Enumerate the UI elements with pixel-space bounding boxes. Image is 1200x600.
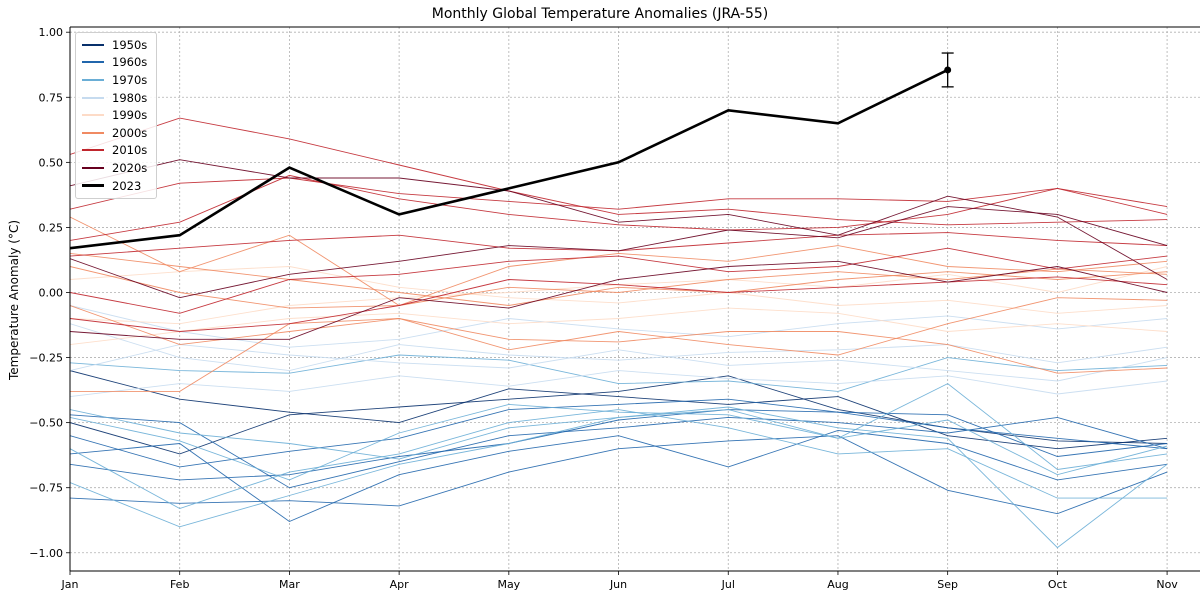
series-line-1960s (70, 435, 1168, 515)
series-line-1970s (70, 383, 1168, 481)
legend-item: 2010s (82, 142, 152, 160)
series-line-2000s (70, 297, 1168, 356)
series-line-1960s (70, 398, 1168, 468)
x-tick-label: Jun (609, 578, 627, 591)
legend-item: 2023 (82, 177, 152, 195)
series-line-2020s (70, 159, 1168, 280)
legend-item: 2000s (82, 124, 152, 142)
x-tick-label: Oct (1048, 578, 1068, 591)
legend-label: 1970s (112, 72, 148, 87)
x-tick-label: Apr (390, 578, 410, 591)
y-tick-label: 0.75 (39, 91, 64, 104)
series-line-1990s (70, 307, 1168, 346)
y-tick-label: 0.25 (39, 221, 64, 234)
y-tick-label: −0.50 (29, 417, 63, 430)
series-line-1970s (70, 406, 1168, 549)
legend-label: 1980s (112, 90, 148, 105)
legend-swatch (82, 61, 104, 64)
grid-lines (69, 27, 1200, 571)
series-line-2020s (70, 206, 1168, 299)
legend-swatch (82, 114, 104, 117)
x-tick-label: Jul (721, 578, 735, 591)
legend-item: 1990s (82, 106, 152, 124)
legend-item: 1950s (82, 36, 152, 54)
series-line-1980s (70, 370, 1168, 398)
legend-label: 2010s (112, 143, 148, 158)
legend-label: 2023 (112, 178, 142, 193)
series-line-1970s (70, 354, 1168, 392)
legend-label: 1990s (112, 108, 148, 123)
legend-swatch (82, 149, 104, 152)
x-tick-label: Feb (170, 578, 189, 591)
x-tick-label: Jan (61, 578, 79, 591)
highlight-series (69, 52, 954, 250)
series-line-2010s (70, 276, 1168, 332)
legend: 1950s 1960s 1970s 1980s 1990s 2000s 2010s 2020s… (75, 32, 157, 200)
x-tick-label: Mar (279, 578, 300, 591)
y-tick-label: 1.00 (39, 26, 64, 39)
series-line-2010s (70, 247, 1168, 314)
series-line-1960s (70, 409, 1168, 481)
legend-label: 2020s (112, 160, 148, 175)
legend-swatch (82, 184, 104, 188)
x-tick-label: Aug (827, 578, 848, 591)
series-lines (70, 117, 1168, 549)
legend-item: 2020s (82, 159, 152, 177)
legend-swatch (82, 78, 104, 81)
series-line-2023 (69, 68, 949, 250)
series-line-1950s (70, 370, 1168, 450)
y-tick-label: −1.00 (29, 547, 63, 560)
series-line-2000s (70, 318, 1168, 392)
series-line-1990s (70, 266, 1168, 314)
legend-item: 1970s (82, 71, 152, 89)
x-tick-label: Nov (1156, 578, 1178, 591)
legend-swatch (82, 43, 104, 46)
series-line-1980s (70, 305, 1168, 348)
legend-label: 1950s (112, 37, 148, 52)
series-line-1960s (70, 414, 1168, 489)
legend-item: 1960s (82, 54, 152, 72)
series-line-2000s (70, 216, 1168, 306)
legend-swatch (82, 131, 104, 134)
axes: Jan Feb Mar Apr May Jun Jul Aug Sep Oct Nov 1.00 0.7… (29, 26, 1200, 591)
series-line-1970s (70, 409, 1168, 509)
legend-label: 1960s (112, 55, 148, 70)
series-line-2020s (70, 260, 1168, 340)
highlight-point (944, 66, 952, 74)
legend-item: 1980s (82, 89, 152, 107)
series-line-1960s (70, 429, 1168, 523)
legend-label: 2000s (112, 125, 148, 140)
series-line-2000s (70, 266, 1168, 309)
series-line-2000s (70, 252, 1168, 306)
y-tick-label: −0.25 (29, 352, 63, 365)
chart-title: Monthly Global Temperature Anomalies (JR… (431, 6, 769, 22)
y-tick-label: 0.50 (39, 156, 64, 169)
series-line-1980s (70, 344, 1168, 382)
x-tick-label: Sep (937, 578, 958, 591)
series-line-1950s (70, 375, 1168, 455)
legend-swatch (82, 96, 104, 99)
y-tick-label: 0.00 (39, 286, 64, 299)
series-line-2010s (70, 177, 1168, 210)
legend-swatch (82, 166, 104, 169)
y-tick-label: −0.75 (29, 482, 63, 495)
series-line-1980s (70, 323, 1168, 372)
series-line-2010s (70, 117, 1168, 226)
x-tick-label: May (497, 578, 520, 591)
